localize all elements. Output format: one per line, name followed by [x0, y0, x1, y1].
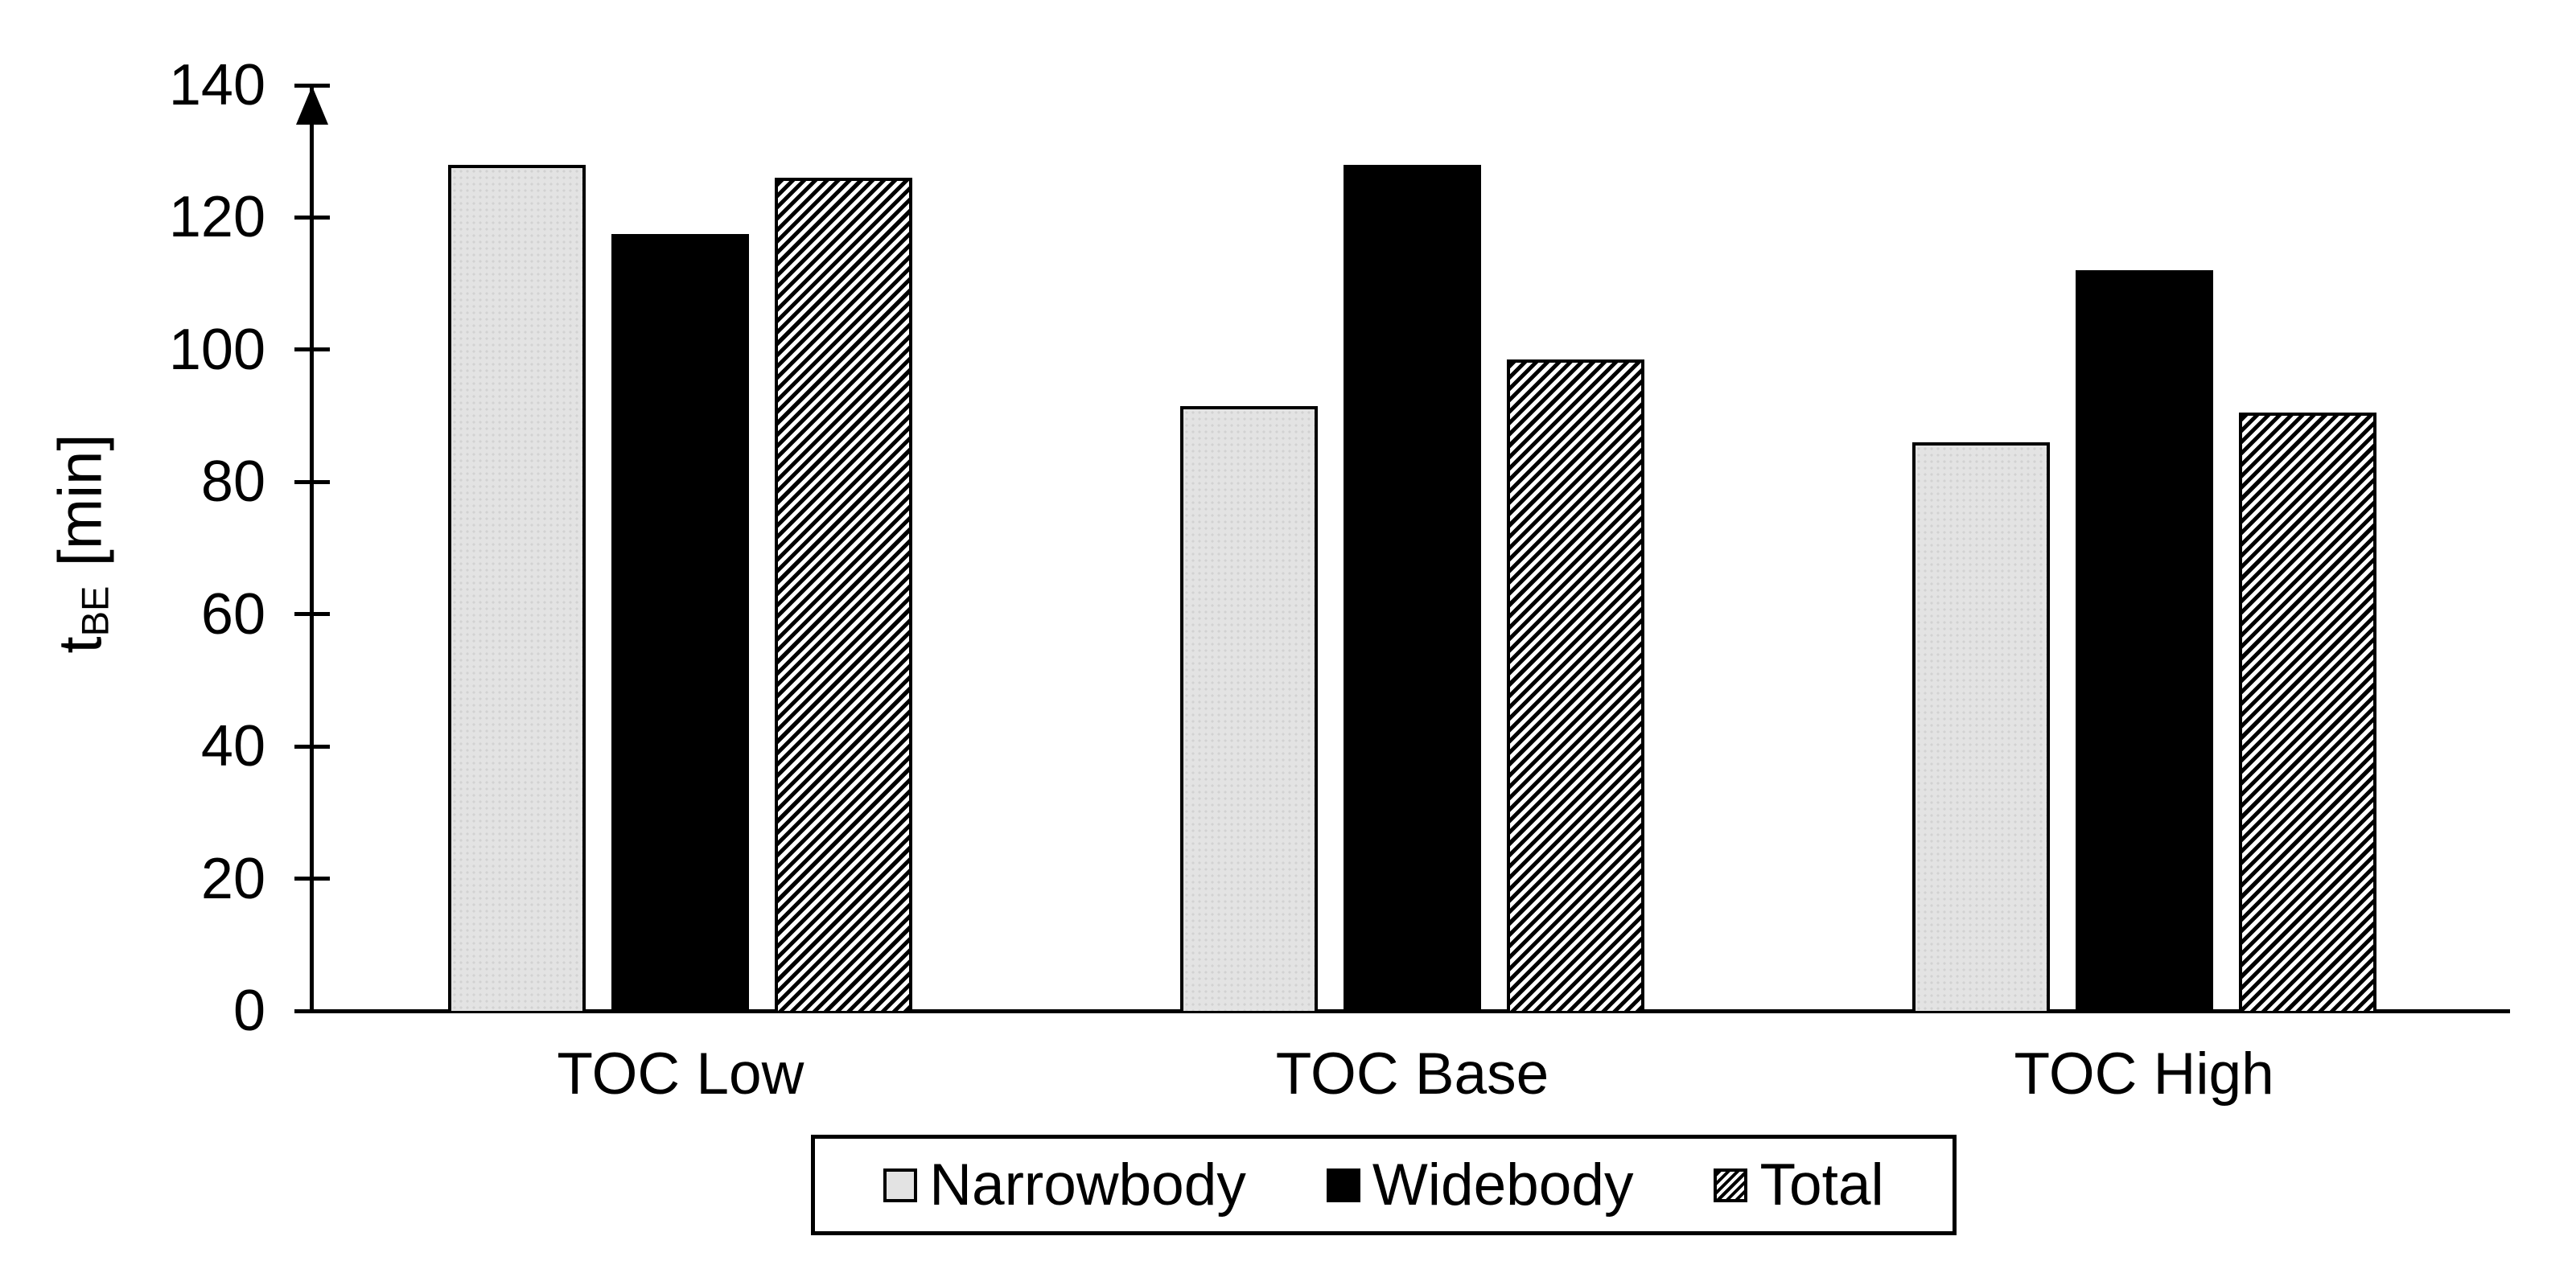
category-label: TOC Low	[557, 1041, 804, 1107]
category-label: TOC Base	[1275, 1041, 1549, 1107]
y-tick	[294, 347, 330, 352]
legend-swatch-total	[1714, 1168, 1748, 1202]
legend-swatch-widebody	[1326, 1168, 1360, 1202]
bar-total-toc-high	[2238, 412, 2376, 1011]
category-label: TOC High	[2014, 1041, 2274, 1107]
y-tick-label: 80	[200, 450, 265, 515]
bar-widebody-toc-low	[611, 233, 750, 1011]
y-tick	[294, 744, 330, 749]
bar-narrowbody-toc-low	[448, 164, 586, 1011]
legend-label-widebody: Widebody	[1372, 1152, 1634, 1218]
legend: Narrowbody Widebody Total	[811, 1135, 1957, 1235]
y-tick	[294, 612, 330, 617]
bar-narrowbody-toc-high	[1911, 442, 2050, 1011]
bar-total-toc-base	[1507, 359, 1644, 1011]
y-tick-label: 140	[168, 53, 265, 117]
y-tick-label: 0	[232, 979, 265, 1043]
y-tick	[294, 479, 330, 484]
y-tick	[294, 1008, 330, 1013]
legend-label-narrowbody: Narrowbody	[929, 1152, 1246, 1218]
bar-narrowbody-toc-base	[1180, 405, 1318, 1011]
y-tick	[294, 215, 330, 220]
y-tick-label: 40	[200, 714, 265, 779]
x-axis-line	[294, 1009, 2510, 1013]
y-tick-label: 60	[200, 581, 265, 647]
legend-label-total: Total	[1759, 1152, 1884, 1218]
bar-widebody-toc-high	[2075, 270, 2213, 1011]
bar-widebody-toc-base	[1344, 164, 1481, 1011]
legend-item-total: Total	[1714, 1152, 1884, 1218]
y-tick	[294, 877, 330, 881]
y-tick-label: 20	[200, 846, 265, 911]
legend-item-widebody: Widebody	[1326, 1152, 1634, 1218]
y-tick	[294, 83, 330, 88]
legend-item-narrowbody: Narrowbody	[883, 1152, 1246, 1218]
bar-total-toc-low	[775, 178, 913, 1011]
y-axis-line	[310, 85, 314, 1012]
y-tick-label: 100	[168, 317, 265, 382]
y-tick-label: 120	[168, 185, 265, 250]
y-axis-arrow-icon	[296, 86, 328, 125]
legend-swatch-narrowbody	[883, 1168, 918, 1202]
